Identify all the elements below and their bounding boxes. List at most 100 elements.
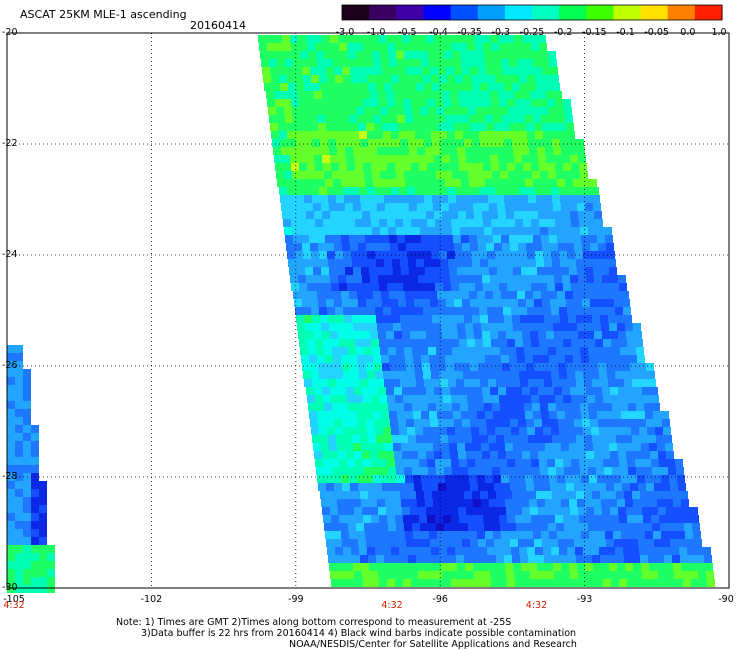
swath-cell [512,491,520,499]
swath-cell [550,243,558,251]
swath-cell [603,459,611,467]
swath-cell [300,51,308,59]
swath-cell [357,115,365,123]
swath-cell [301,291,309,299]
swath-cell [706,571,714,579]
swath-cell [451,395,459,403]
swath-cell [611,459,619,467]
swath-cell [516,347,524,355]
swath-cell [347,99,355,107]
swath-cell [469,179,477,187]
swath-cell [464,491,472,499]
swath-cell [310,123,318,131]
swath-cell [463,307,471,315]
swath-cell [363,395,371,403]
swath-cell [585,563,593,571]
swath-cell [539,459,547,467]
swath-cell [377,147,385,155]
swath-cell [549,179,557,187]
swath-cell [446,67,454,75]
swath-cell [23,569,31,577]
swath-cell [327,131,335,139]
swath-cell [570,275,578,283]
swath-cell [601,499,609,507]
swath-cell [493,59,501,67]
swath-cell [366,243,374,251]
swath-cell [543,75,551,83]
swath-cell [484,107,492,115]
swath-cell [404,171,412,179]
swath-cell [289,147,297,155]
swath-cell [498,331,506,339]
swath-cell [547,395,555,403]
swath-cell [507,99,515,107]
swath-cell [498,275,506,283]
swath-cell [516,403,524,411]
swath-cell [546,507,554,515]
swath-cell [470,539,478,547]
swath-cell [531,163,539,171]
swath-cell [430,483,438,491]
swath-cell [423,187,431,195]
swath-cell [418,507,426,515]
swath-cell [560,555,568,563]
swath-cell [23,417,31,425]
swath-cell [412,467,420,475]
swath-cell [7,345,15,353]
swath-cell [628,403,636,411]
swath-cell [298,275,306,283]
swath-cell [346,275,354,283]
swath-cell [366,483,374,491]
swath-cell [307,395,315,403]
swath-cell [662,419,670,427]
swath-cell [429,179,437,187]
swath-cell [531,43,539,51]
swath-cell [648,379,656,387]
swath-cell [398,243,406,251]
swath-cell [417,267,425,275]
swath-cell [541,179,549,187]
swath-cell [490,387,498,395]
swath-cell [501,235,509,243]
swath-cell [635,515,643,523]
swath-cell [478,363,486,371]
swath-cell [525,355,533,363]
swath-cell [435,515,443,523]
swath-cell [639,371,647,379]
swath-cell [368,379,376,387]
swath-cell [514,451,522,459]
swath-cell [451,99,459,107]
swath-cell [585,323,593,331]
swath-cell [324,467,332,475]
swath-cell [516,51,524,59]
swath-cell [363,579,371,587]
swath-cell [395,459,403,467]
swath-cell [359,547,367,555]
swath-cell [399,131,407,139]
swath-cell [382,67,390,75]
swath-cell [386,507,394,515]
swath-cell [445,115,453,123]
swath-cell [391,547,399,555]
swath-cell [458,35,466,43]
swath-cell [651,579,659,587]
swath-cell [581,531,589,539]
swath-cell [281,203,289,211]
swath-cell [470,243,478,251]
colorbar-tick-label: -0.3 [491,27,511,38]
swath-cell [450,211,458,219]
swath-cell [437,59,445,67]
swath-cell [490,507,498,515]
swath-cell [453,59,461,67]
swath-cell [418,451,426,459]
swath-cell [503,427,511,435]
swath-cell [638,483,646,491]
swath-cell [416,195,424,203]
swath-cell [31,585,39,593]
swath-cell [427,163,435,171]
swath-cell [667,515,675,523]
swath-cell [362,211,370,219]
swath-cell [358,419,366,427]
swath-cell [413,475,421,483]
